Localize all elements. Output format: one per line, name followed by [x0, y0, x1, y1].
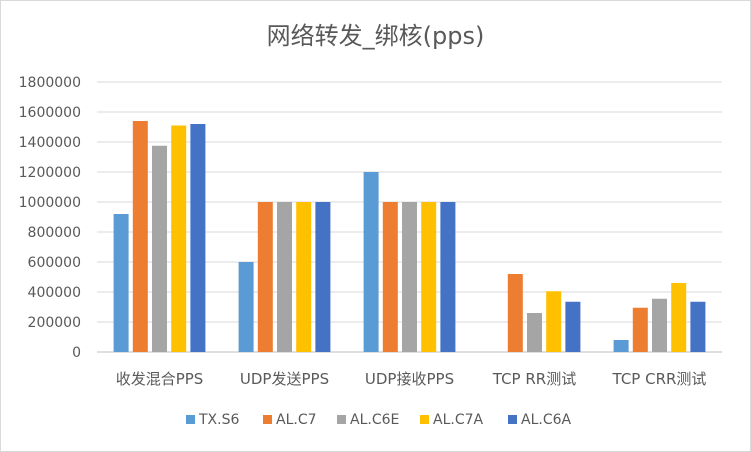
bar — [440, 202, 456, 352]
bar — [507, 274, 523, 352]
y-axis-ticks: 0 200000 400000 600000 800000 1000000 1200000 1… — [19, 75, 81, 361]
bar — [402, 202, 417, 352]
bar — [257, 202, 273, 352]
bar — [690, 301, 706, 352]
y-tick-label: 1800000 — [19, 75, 81, 91]
legend-item: AL.C6A — [508, 412, 572, 428]
bar — [652, 298, 667, 352]
y-tick-label: 0 — [72, 345, 81, 361]
bar — [363, 172, 379, 352]
y-tick-label: 1400000 — [19, 135, 81, 151]
legend-swatch — [263, 415, 272, 424]
category-label: TCP CRR测试 — [612, 370, 707, 388]
y-tick-label: 600000 — [28, 255, 81, 271]
y-tick-label: 1600000 — [19, 105, 81, 121]
bar — [315, 202, 331, 352]
bar — [421, 202, 437, 352]
bar — [296, 202, 312, 352]
bar — [277, 202, 292, 352]
category-label: UDP发送PPS — [240, 370, 329, 388]
y-tick-label: 1000000 — [19, 195, 81, 211]
legend-swatch — [337, 415, 346, 424]
bar — [190, 124, 206, 352]
legend-item: AL.C7 — [263, 412, 317, 428]
bar — [113, 214, 129, 352]
legend: TX.S6 AL.C7 AL.C6E AL.C7A AL.C6A — [186, 412, 572, 428]
y-tick-label: 800000 — [28, 225, 81, 241]
chart-title: 网络转发_绑核(pps) — [266, 22, 485, 50]
legend-label: AL.C7 — [276, 412, 317, 428]
legend-label: AL.C6A — [521, 412, 572, 428]
category-label: UDP接收PPS — [365, 370, 454, 388]
legend-swatch — [420, 415, 429, 424]
bar — [527, 313, 542, 352]
legend-label: AL.C6E — [350, 412, 399, 428]
bar — [238, 262, 254, 352]
bar — [565, 301, 581, 352]
bar — [613, 340, 629, 352]
bars — [113, 121, 706, 352]
bar — [382, 202, 398, 352]
legend-swatch — [508, 415, 517, 424]
legend-item: AL.C6E — [337, 412, 399, 428]
bar — [671, 283, 687, 352]
bar — [632, 307, 648, 352]
legend-item: AL.C7A — [420, 412, 484, 428]
legend-label: TX.S6 — [198, 412, 239, 428]
category-label: TCP RR测试 — [492, 370, 576, 388]
legend-item: TX.S6 — [186, 412, 239, 428]
bar — [132, 121, 148, 352]
bar — [546, 291, 562, 352]
legend-label: AL.C7A — [433, 412, 484, 428]
y-tick-label: 200000 — [28, 315, 81, 331]
category-label: 收发混合PPS — [116, 370, 204, 388]
y-tick-label: 400000 — [28, 285, 81, 301]
y-tick-label: 1200000 — [19, 165, 81, 181]
x-axis-categories: 收发混合PPS UDP发送PPS UDP接收PPS TCP RR测试 TCP CRR测试 — [116, 370, 707, 388]
legend-swatch — [186, 415, 195, 424]
bar — [171, 125, 187, 352]
bar — [152, 145, 167, 352]
